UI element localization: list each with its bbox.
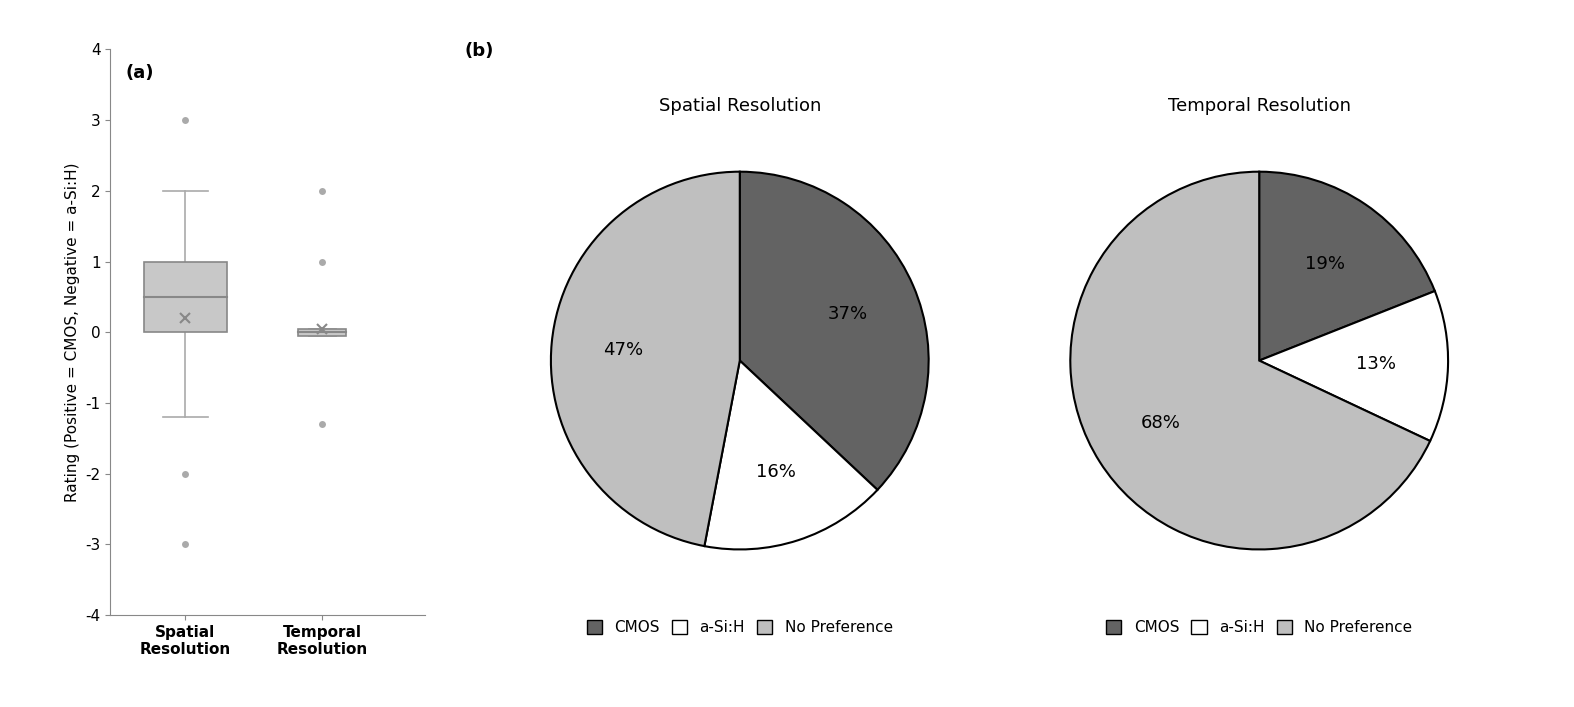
Text: (a): (a): [126, 64, 154, 81]
Wedge shape: [740, 172, 929, 490]
Text: 13%: 13%: [1357, 355, 1396, 373]
Text: 37%: 37%: [828, 305, 867, 323]
Wedge shape: [1070, 172, 1431, 549]
Text: 47%: 47%: [603, 341, 644, 358]
Title: Temporal Resolution: Temporal Resolution: [1168, 97, 1350, 115]
Text: 68%: 68%: [1141, 414, 1180, 432]
Bar: [145, 262, 227, 332]
Legend: CMOS, a-Si:H, No Preference: CMOS, a-Si:H, No Preference: [581, 614, 899, 641]
Wedge shape: [551, 172, 740, 546]
Text: 16%: 16%: [756, 463, 796, 481]
Text: 19%: 19%: [1305, 255, 1346, 273]
Bar: [299, 329, 346, 336]
Wedge shape: [705, 361, 877, 549]
Title: Spatial Resolution: Spatial Resolution: [658, 97, 822, 115]
Legend: CMOS, a-Si:H, No Preference: CMOS, a-Si:H, No Preference: [1100, 614, 1418, 641]
Text: (b): (b): [464, 42, 494, 60]
Y-axis label: Rating (Positive = CMOS, Negative = a-Si:H): Rating (Positive = CMOS, Negative = a-Si…: [65, 163, 80, 502]
Wedge shape: [1259, 172, 1435, 361]
Wedge shape: [1259, 291, 1448, 441]
